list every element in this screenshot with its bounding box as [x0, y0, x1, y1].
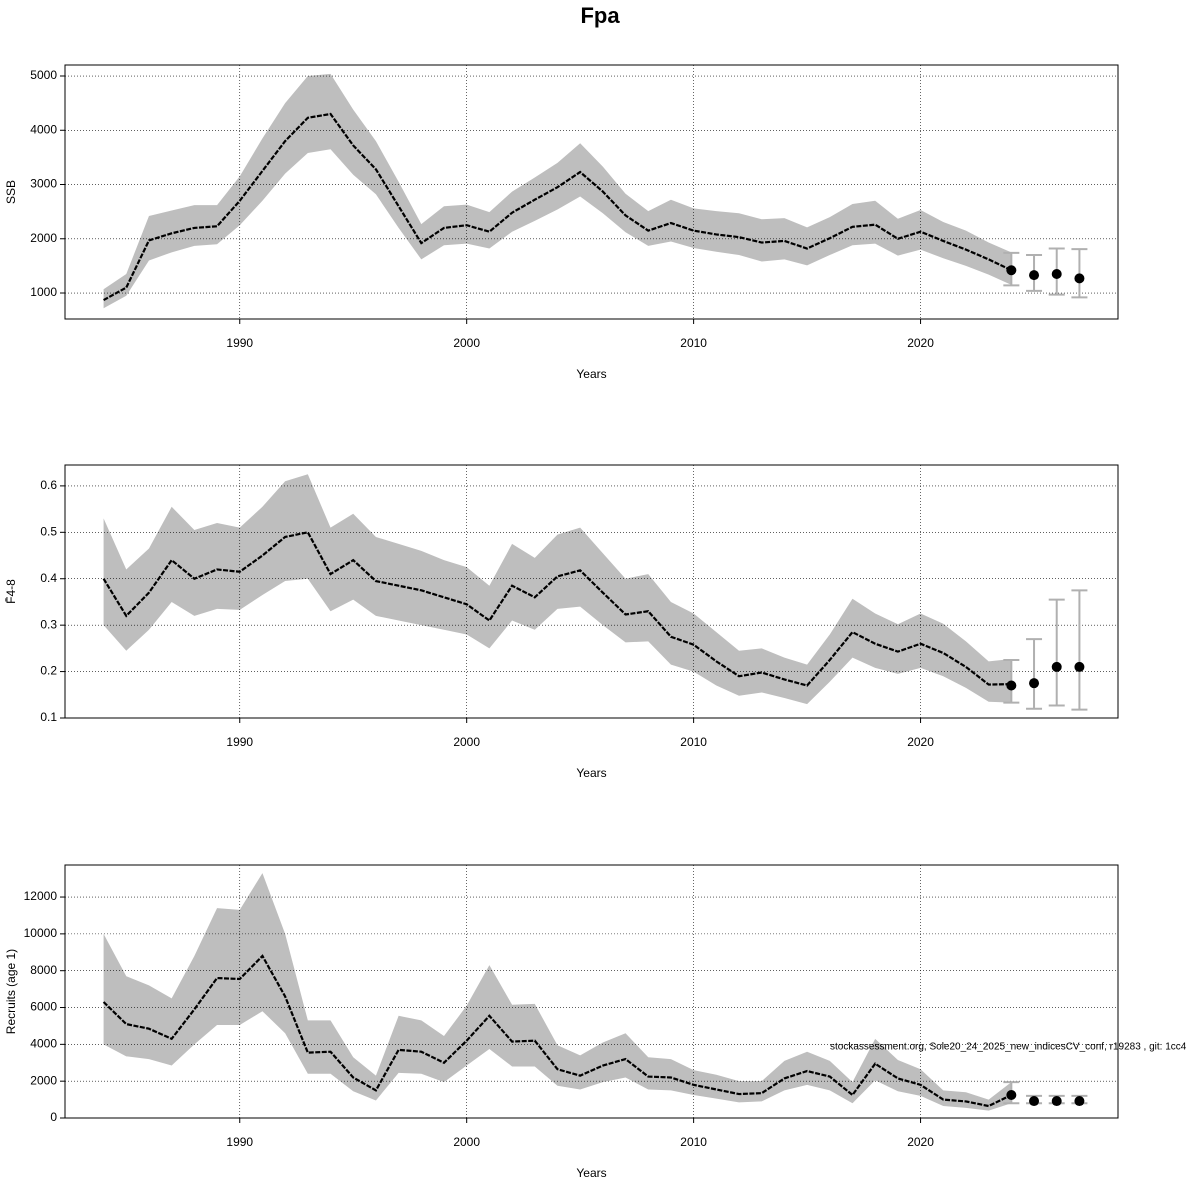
y-tick-label: 12000	[24, 889, 58, 903]
x-tick-label: 2010	[680, 735, 707, 749]
forecast-point	[1029, 270, 1040, 281]
y-tick-label: 0.5	[40, 524, 57, 538]
confidence-band	[103, 474, 1012, 705]
y-tick-label: 3000	[30, 177, 57, 191]
y-tick-label: 4000	[30, 122, 57, 136]
x-axis-label: Years	[576, 1166, 606, 1180]
figure-title: Fpa	[580, 3, 620, 28]
forecast-point	[1006, 1089, 1017, 1100]
estimate-line	[103, 112, 1012, 302]
forecast-point	[1074, 1096, 1085, 1107]
x-tick-label: 2010	[680, 1135, 707, 1149]
forecast-point	[1051, 661, 1062, 672]
plot-frame	[64, 64, 1119, 320]
y-tick-label: 4000	[30, 1037, 57, 1051]
x-tick-label: 2000	[453, 1135, 480, 1149]
panel: 0 2000 4000 6000 8000 10000 12000 1990 2000 2010 2…	[4, 864, 1119, 1180]
footer-note: stockassessment.org, Sole20_24_2025_new_…	[830, 1042, 1187, 1053]
panel: 1000 2000 3000 4000 5000 1990 2000 2010 2020 Year…	[4, 64, 1119, 381]
y-tick-label: 10000	[24, 926, 58, 940]
y-tick-label: 0.2	[40, 664, 57, 678]
y-tick-label: 0	[50, 1110, 57, 1124]
y-tick-label: 2000	[30, 1073, 57, 1087]
confidence-band	[103, 73, 1012, 309]
forecast-point	[1074, 661, 1085, 672]
forecast-point	[1006, 265, 1017, 276]
x-tick-label: 2020	[907, 735, 934, 749]
y-axis-label: F̄4-8	[4, 579, 18, 604]
y-tick-label: 1000	[30, 285, 57, 299]
forecast-point	[1051, 269, 1062, 280]
plot-frame	[64, 864, 1119, 1119]
forecast-point	[1006, 680, 1017, 691]
x-tick-label: 1990	[226, 1135, 253, 1149]
y-tick-label: 0.1	[40, 710, 57, 724]
x-axis-label: Years	[576, 367, 606, 381]
x-tick-label: 2020	[907, 1135, 934, 1149]
forecast-point	[1074, 273, 1085, 284]
forecast-point	[1029, 1096, 1040, 1107]
y-tick-label: 6000	[30, 1000, 57, 1014]
panel: 0.1 0.2 0.3 0.4 0.5 0.6 1990 2000 2010 2020 Years F…	[4, 464, 1119, 780]
plot-frame	[64, 464, 1119, 719]
x-axis-label: Years	[576, 766, 606, 780]
y-axis-label: SSB	[4, 180, 18, 204]
y-tick-label: 8000	[30, 963, 57, 977]
forecast-point	[1029, 678, 1040, 689]
x-tick-label: 1990	[226, 735, 253, 749]
estimate-line	[102, 954, 1012, 1108]
y-axis-label: Recruits (age 1)	[4, 949, 18, 1034]
x-tick-label: 1990	[226, 336, 253, 350]
y-tick-label: 0.3	[40, 617, 57, 631]
y-tick-label: 2000	[30, 231, 57, 245]
y-tick-label: 5000	[30, 68, 57, 82]
y-tick-label: 0.4	[40, 571, 57, 585]
x-tick-label: 2020	[907, 336, 934, 350]
x-tick-label: 2000	[453, 336, 480, 350]
y-tick-label: 0.6	[40, 478, 57, 492]
x-tick-label: 2000	[453, 735, 480, 749]
estimate-line	[102, 531, 1012, 687]
x-tick-label: 2010	[680, 336, 707, 350]
forecast-point	[1051, 1096, 1062, 1107]
